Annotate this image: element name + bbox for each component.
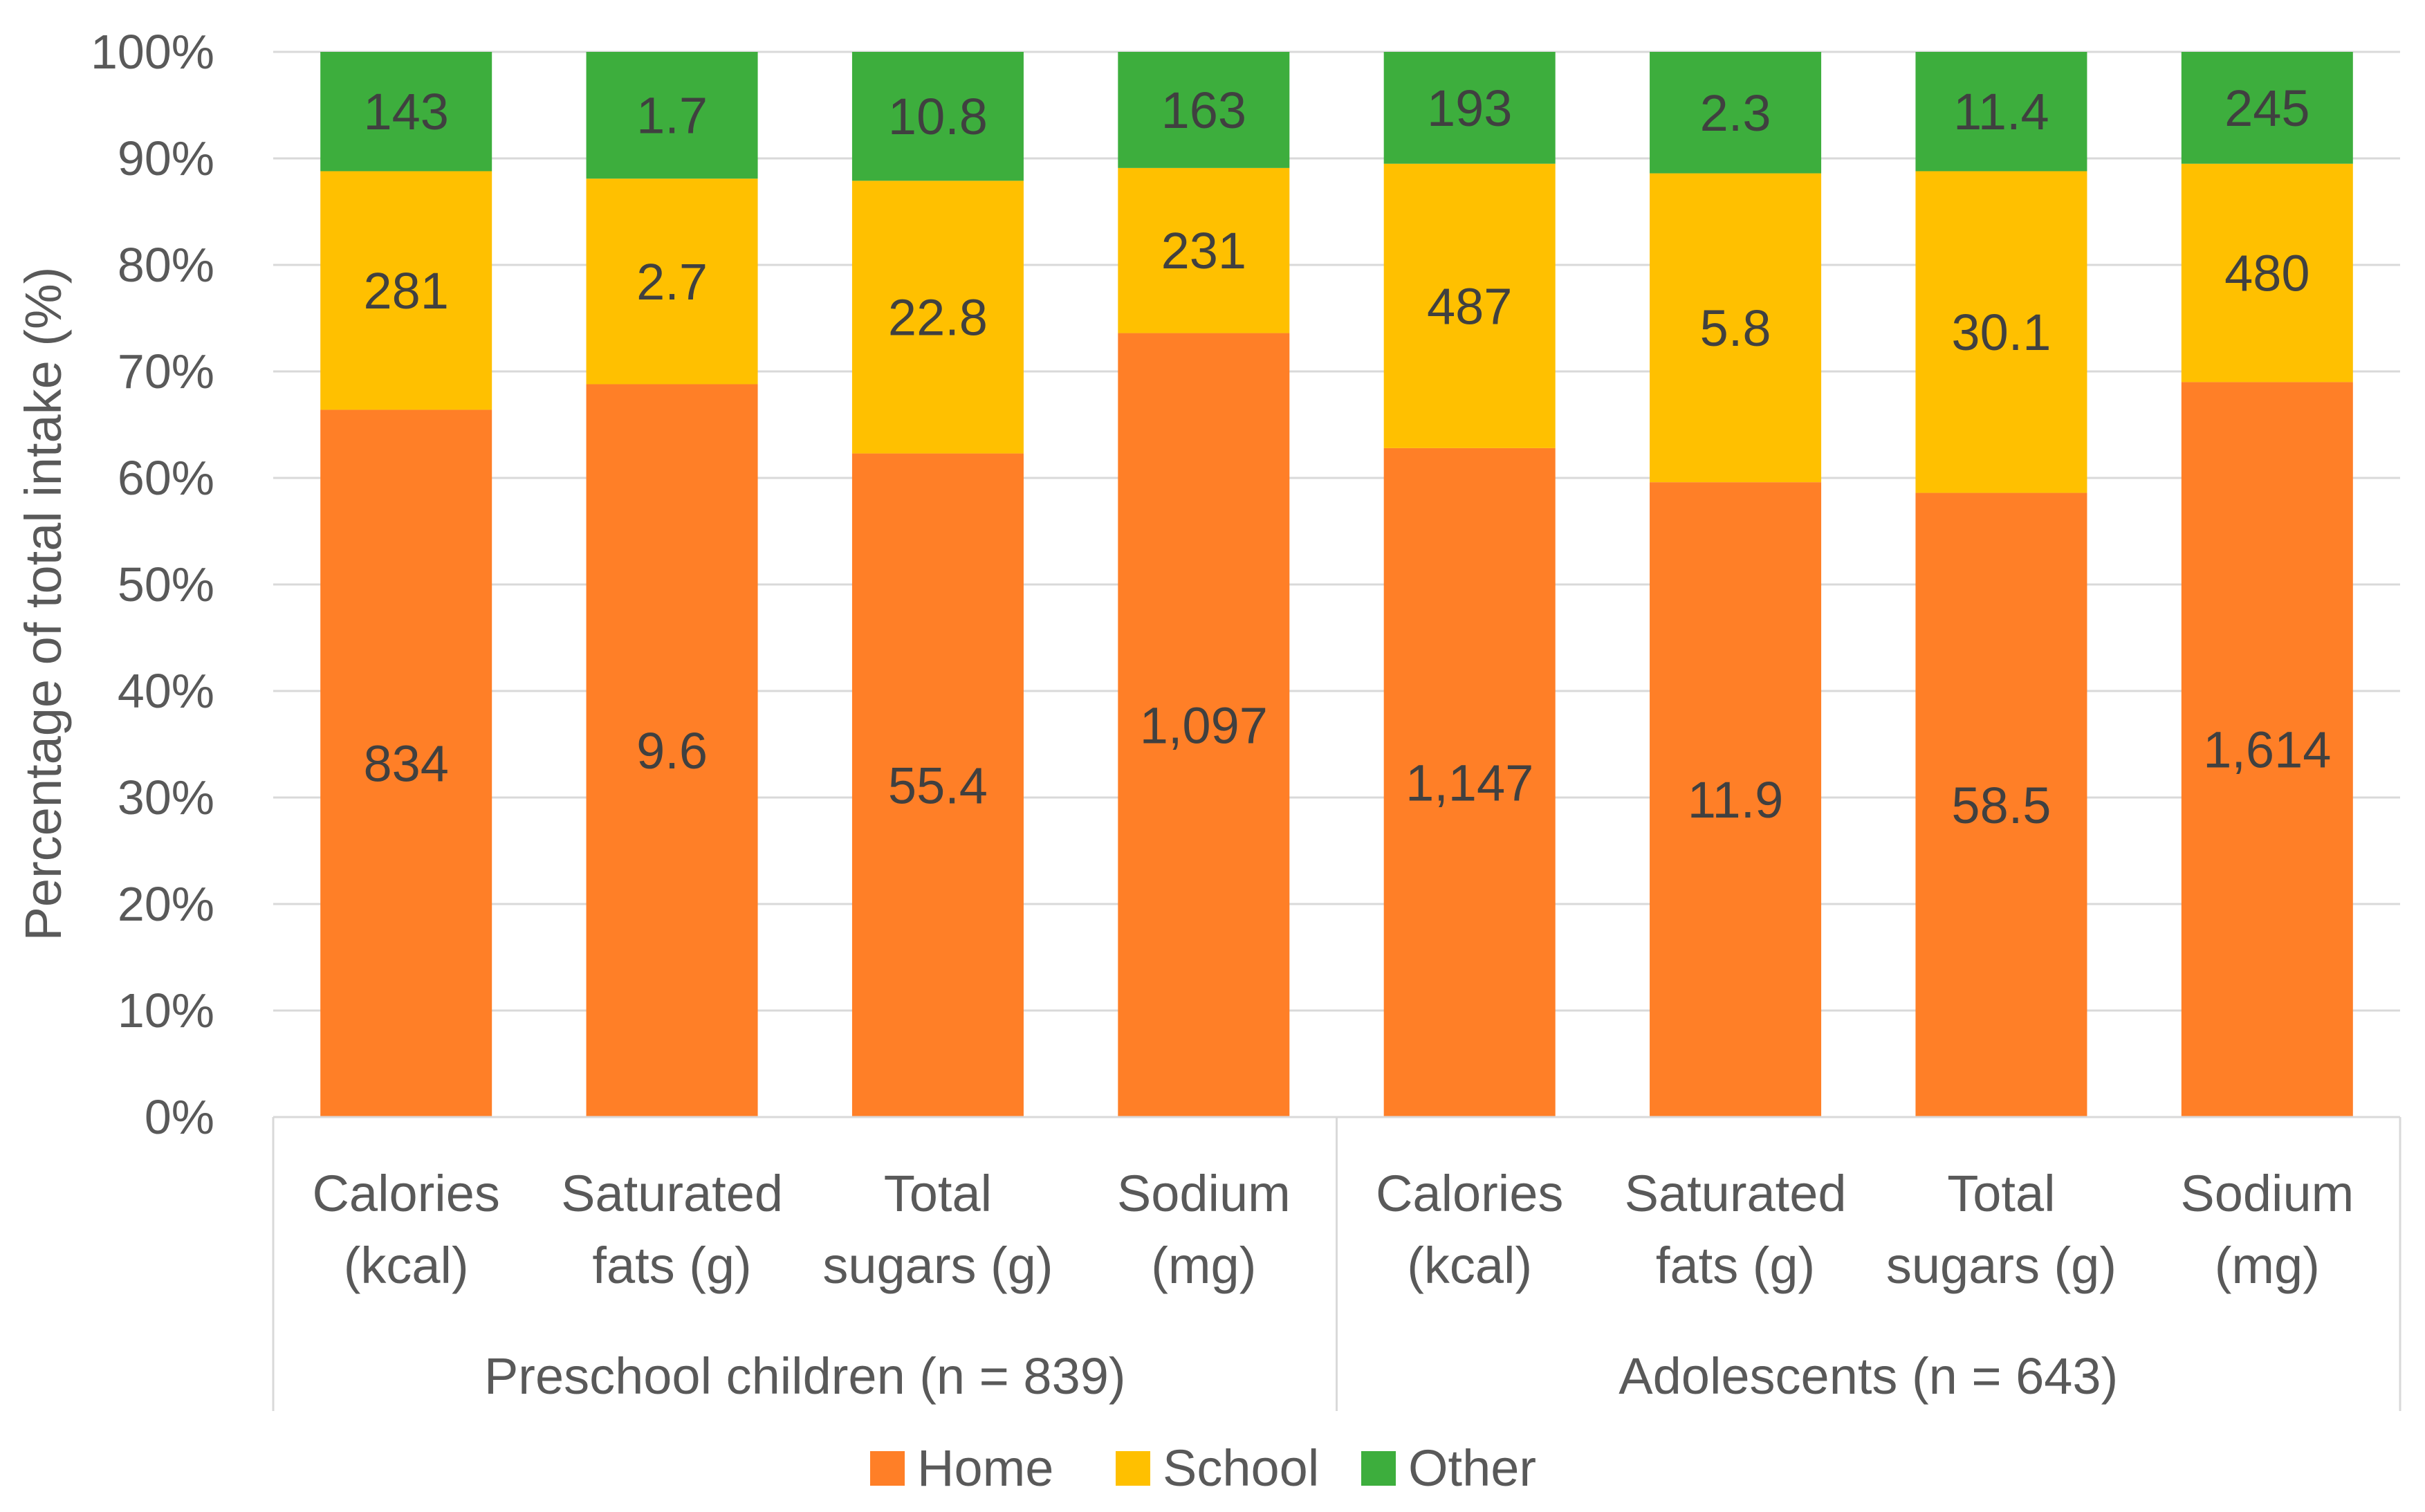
bar-segment-school [851, 181, 1024, 454]
y-tick-label: 100% [91, 25, 214, 79]
legend-swatch-home [870, 1451, 905, 1486]
bar-segment-school [320, 171, 492, 410]
legend-swatch-other [1361, 1451, 1396, 1486]
data-label: 11.9 [1688, 771, 1784, 829]
bar-segment-home [2181, 382, 2353, 1117]
legend-label-other: Other [1408, 1439, 1536, 1497]
x-category-label-line1: Sodium [2180, 1165, 2354, 1222]
data-label: 1,147 [1405, 754, 1533, 811]
bar-segment-home [851, 453, 1024, 1117]
data-label: 9.6 [636, 722, 708, 780]
data-label: 10.8 [888, 88, 988, 145]
data-label: 55.4 [888, 757, 988, 814]
x-category-label-line1: Sodium [1117, 1165, 1291, 1222]
x-category-label-line2: (kcal) [344, 1237, 469, 1294]
y-tick-label: 70% [118, 344, 214, 398]
x-category-label-line1: Calories [1376, 1165, 1563, 1222]
bar-segment-other [2181, 52, 2353, 164]
y-tick-label: 0% [145, 1090, 214, 1144]
y-axis-title: Percentage of total intake (%) [15, 267, 72, 941]
y-tick-label: 40% [118, 664, 214, 718]
x-category-label-line2: (mg) [1151, 1237, 1256, 1294]
bar-segment-other [1650, 52, 1822, 174]
legend-label-home: Home [917, 1439, 1053, 1497]
x-category-label-line1: Total [884, 1165, 992, 1222]
bar-segment-other [1915, 52, 2087, 172]
x-category-label-line1: Saturated [561, 1165, 783, 1222]
x-category-label-line1: Saturated [1625, 1165, 1847, 1222]
bar-segment-school [1118, 167, 1290, 333]
x-category-label-line2: sugars (g) [822, 1237, 1053, 1294]
data-label: 1,614 [2203, 721, 2331, 779]
bar-segment-other [586, 52, 758, 179]
x-category-label-line2: sugars (g) [1886, 1237, 2117, 1294]
data-label: 22.8 [888, 288, 988, 346]
bar-segment-home [1383, 448, 1556, 1117]
data-label: 30.1 [1951, 304, 2051, 361]
bar-segment-school [2181, 163, 2353, 382]
x-category-label-line2: fats (g) [1656, 1237, 1815, 1294]
bar-segment-school [1383, 163, 1556, 448]
data-label: 2.3 [1700, 84, 1771, 142]
data-label: 1.7 [636, 87, 708, 145]
x-category-label-line2: (kcal) [1407, 1237, 1532, 1294]
bar-segment-home [1650, 482, 1822, 1117]
y-tick-label: 30% [118, 771, 214, 824]
x-group-label: Preschool children (n = 839) [484, 1347, 1126, 1405]
x-category-label-line2: fats (g) [592, 1237, 751, 1294]
axes: 0% 10% 20% 30% 40% 50% 60% 70% 80% 90% 100% Percent… [15, 25, 2401, 1411]
bar-segment-other [320, 52, 492, 172]
data-label: 487 [1427, 277, 1512, 335]
x-category-label-line2: (mg) [2215, 1237, 2320, 1294]
x-group-label: Adolescents (n = 643) [1619, 1347, 2118, 1405]
data-label: 834 [363, 735, 448, 793]
bar-segment-home [586, 384, 758, 1117]
y-tick-label: 80% [118, 238, 214, 292]
data-label: 11.4 [1953, 83, 2049, 140]
bar-segment-other [851, 52, 1024, 181]
data-label: 1,097 [1140, 697, 1268, 754]
bar-segment-school [1915, 171, 2087, 493]
data-label: 193 [1427, 80, 1512, 137]
legend-label-school: School [1163, 1439, 1319, 1497]
y-tick-label: 50% [118, 557, 214, 611]
bar-segment-other [1118, 52, 1290, 168]
data-label: 480 [2224, 245, 2309, 302]
data-labels: 834 281 143 9.6 2.7 1.7 55.4 22.8 10.8 1,097 231 16… [363, 80, 2331, 834]
y-tick-label: 10% [118, 984, 214, 1038]
bar-segment-home [1118, 333, 1290, 1117]
y-tick-label: 90% [118, 131, 214, 185]
legend-swatch-school [1116, 1451, 1150, 1486]
bar-segment-other [1383, 52, 1556, 164]
data-label: 163 [1161, 82, 1246, 139]
y-tick-label: 60% [118, 451, 214, 505]
data-label: 5.8 [1700, 299, 1771, 357]
bar-segment-school [1650, 173, 1822, 483]
data-label: 58.5 [1951, 777, 2051, 834]
data-label: 2.7 [636, 253, 708, 311]
bar-segment-school [586, 178, 758, 385]
data-label: 143 [363, 83, 448, 140]
data-label: 231 [1161, 222, 1246, 279]
y-tick-label: 20% [118, 877, 214, 931]
data-label: 281 [363, 262, 448, 320]
data-label: 245 [2224, 80, 2309, 137]
x-category-label-line1: Total [1947, 1165, 2055, 1222]
bar-segment-home [320, 409, 492, 1117]
bars [320, 52, 2353, 1117]
bar-segment-home [1915, 492, 2087, 1117]
x-category-label-line1: Calories [312, 1165, 499, 1222]
legend: Home School Other [870, 1439, 1536, 1497]
